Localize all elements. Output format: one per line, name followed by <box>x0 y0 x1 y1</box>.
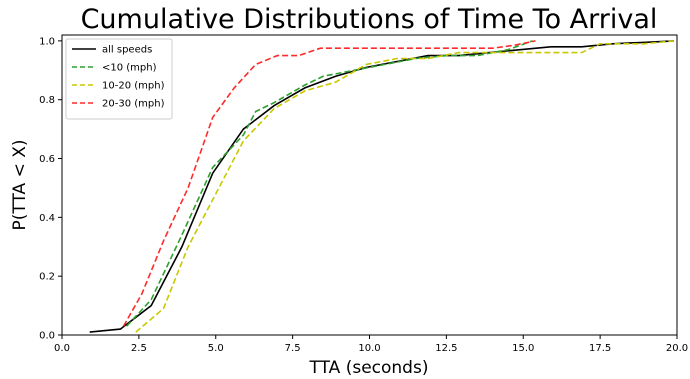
x-tick-label: 7.5 <box>285 343 301 354</box>
x-tick-label: 12.5 <box>435 343 457 354</box>
legend: all speeds <10 (mph) 10-20 (mph) 20-30 (mph… <box>65 38 173 120</box>
legend-label: <10 (mph) <box>102 63 157 74</box>
x-tick-label: 15.0 <box>512 343 534 354</box>
y-tick-label: 0.4 <box>39 213 55 224</box>
chart-title: Cumulative Distributions of Time To Arri… <box>81 4 658 35</box>
series-line-3 <box>122 40 536 327</box>
x-tick-label: 2.5 <box>131 343 147 354</box>
x-tick-label: 0.0 <box>54 343 70 354</box>
series-line-1 <box>126 40 533 327</box>
x-tick-label: 5.0 <box>208 343 224 354</box>
y-tick-label: 0.8 <box>39 95 55 106</box>
legend-label: all speeds <box>102 45 152 56</box>
y-tick-label: 0.0 <box>39 331 55 342</box>
x-tick-label: 10.0 <box>358 343 380 354</box>
y-tick-label: 0.6 <box>39 154 55 165</box>
y-axis-label: P(TTA < X) <box>10 140 30 231</box>
axis-layer: 0.0 2.5 5.0 7.5 10.0 12.5 15.0 17.5 20.0 0.0 0.2 0.… <box>39 36 688 354</box>
legend-label: 10-20 (mph) <box>102 81 165 92</box>
x-axis-label: TTA (seconds) <box>309 358 429 378</box>
legend-box <box>65 38 173 120</box>
series-line-2 <box>135 40 674 333</box>
y-tick-label: 1.0 <box>39 36 55 47</box>
x-tick-label: 20.0 <box>666 343 688 354</box>
series-layer <box>89 40 674 333</box>
legend-label: 20-30 (mph) <box>102 99 165 110</box>
x-tick-label: 17.5 <box>589 343 611 354</box>
y-tick-label: 0.2 <box>39 272 55 283</box>
